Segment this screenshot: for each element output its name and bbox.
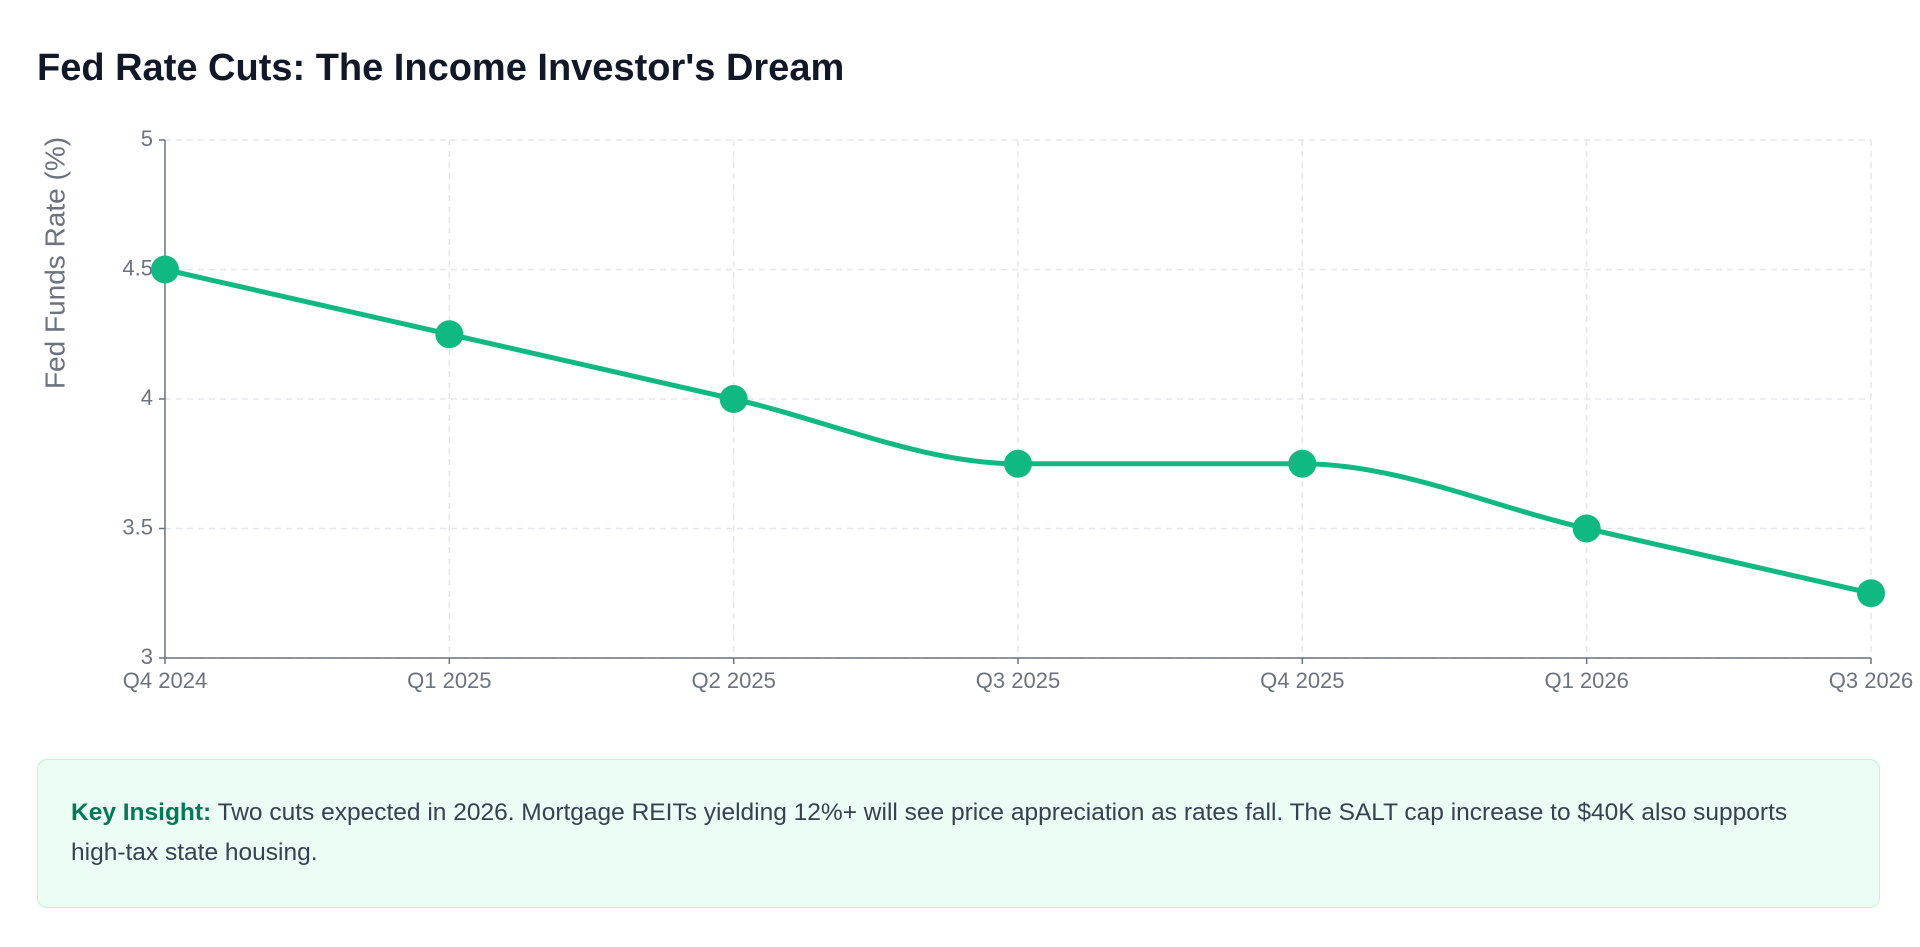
y-tick-label: 4 <box>141 385 153 410</box>
point <box>1572 514 1601 543</box>
point <box>435 320 464 349</box>
point <box>1288 449 1317 478</box>
y-axis-label: Fed Funds Rate (%) <box>39 137 70 389</box>
x-tick-label: Q1 2026 <box>1544 668 1628 693</box>
x-tick-label: Q3 2025 <box>976 668 1060 693</box>
chart-title: Fed Rate Cuts: The Income Investor's Dre… <box>37 47 844 89</box>
x-tick-label: Q2 2025 <box>691 668 775 693</box>
insight-box: Key Insight: Two cuts expected in 2026. … <box>37 759 1880 908</box>
point <box>151 255 179 284</box>
y-tick-label: 5 <box>141 126 153 151</box>
x-tick-label: Q3 2026 <box>1829 668 1913 693</box>
chart: Fed Rate Cuts: The Income Investor's Dre… <box>37 47 1913 693</box>
point <box>719 385 748 413</box>
x-tick-label: Q1 2025 <box>407 668 491 693</box>
x-tick-label: Q4 2024 <box>123 668 207 693</box>
y-tick-label: 4.5 <box>122 255 153 280</box>
point <box>1004 449 1032 478</box>
insight-label: Key Insight: <box>71 799 212 826</box>
insight-text: Two cuts expected in 2026. Mortgage REIT… <box>71 799 1788 866</box>
y-tick-label: 3.5 <box>122 514 153 539</box>
y-tick-label: 3 <box>141 644 153 669</box>
point <box>1857 579 1885 608</box>
x-tick-label: Q4 2025 <box>1260 668 1344 693</box>
